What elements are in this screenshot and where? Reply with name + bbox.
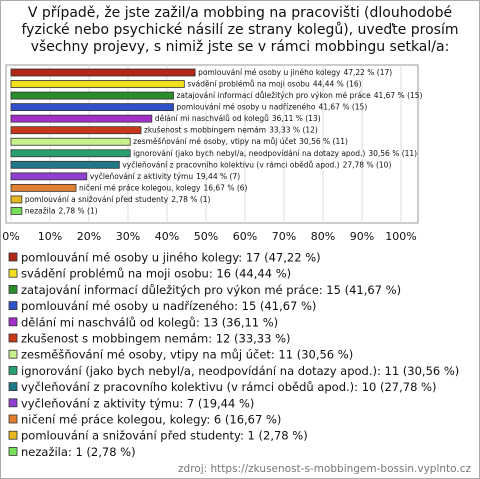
bar-value-label: 41,67 % (15): [374, 91, 423, 100]
legend-swatch: [8, 365, 18, 375]
x-tick-label: 30%: [116, 230, 140, 243]
legend-swatch: [8, 252, 18, 262]
bar-category-label: ničení mé práce kolegou, kolegy: [79, 183, 201, 192]
bar: [10, 149, 131, 158]
bar-category-label: ignorování (jako bych nebyl/a, neodpovíd…: [133, 149, 365, 158]
bar-value-label: 33,33 % (12): [269, 126, 318, 135]
bar-category-label: pomlouvání mé osoby u nadřízeného: [177, 103, 316, 112]
bar-value-label: 36,11 % (13): [272, 114, 321, 123]
bar-category-label: pomlouvání a snižování před studenty: [25, 195, 169, 204]
legend-swatch: [8, 382, 18, 392]
legend-label: zatajování informací důležitých pro výko…: [21, 283, 401, 297]
bar-category-label: vyčleňování z pracovního kolektivu (v rá…: [122, 160, 339, 169]
bar-value-label: 30,56 % (11): [299, 137, 348, 146]
bar: [10, 126, 142, 135]
legend-swatch: [8, 430, 18, 440]
bar-value-label: 30,56 % (11): [368, 149, 417, 158]
legend-swatch: [8, 301, 18, 311]
bar-value-label: 2,78 % (1): [58, 206, 97, 215]
bar: [10, 207, 23, 215]
legend-swatch: [8, 333, 18, 343]
bar: [10, 68, 196, 77]
x-tick-label: 90%: [350, 230, 374, 243]
bar-category-label: pomlouvání mé osoby u jiného kolegy: [198, 68, 341, 77]
legend-swatch: [8, 414, 18, 424]
x-tick-label: 60%: [233, 230, 257, 243]
bar: [10, 91, 174, 100]
source: zdroj: https://zkusenost-s-mobbingem-bos…: [178, 463, 471, 475]
x-tick-label: 40%: [155, 230, 179, 243]
legend-label: zkušenost s mobbingem nemám: 12 (33,33 %…: [21, 332, 291, 346]
bar: [10, 80, 185, 88]
bar-category-label: dělání mi naschválů od kolegů: [155, 114, 269, 123]
legend-label: vyčleňování z aktivity týmu: 7 (19,44 %): [21, 396, 254, 410]
legend-swatch: [8, 268, 18, 278]
bar-category-label: zesměšňování mé osoby, vtipy na můj účet: [133, 137, 296, 146]
legend-label: pomlouvání mé osoby u nadřízeného: 15 (4…: [21, 299, 316, 313]
bar-value-label: 2,78 % (1): [171, 195, 210, 204]
bar-category-label: nezažila: [25, 206, 56, 215]
x-tick-label: 70%: [272, 230, 296, 243]
bar-category-label: svádění problémů na moji osobu: [187, 80, 310, 89]
bar-category-label: zatajování informací důležitých pro výko…: [177, 91, 372, 100]
bar-category-label: zkušenost s mobbingem nemám: [144, 126, 266, 135]
legend-label: ignorování (jako bych nebyl/a, neodpovíd…: [21, 364, 459, 378]
legend-label: zesměšňování mé osoby, vtipy na můj účet…: [21, 348, 353, 362]
legend-label: svádění problémů na moji osobu: 16 (44,4…: [21, 267, 291, 281]
bar-value-label: 41,67 % (15): [318, 103, 367, 112]
legend-label: dělání mi naschválů od kolegů: 13 (36,11…: [21, 315, 278, 329]
x-tick-label: 10%: [38, 230, 62, 243]
x-tick-label: 0%: [2, 230, 19, 243]
bar: [10, 160, 120, 169]
legend-swatch: [8, 284, 18, 294]
legend-swatch: [8, 317, 18, 327]
x-tick-label: 80%: [311, 230, 335, 243]
bar-value-label: 27,78 % (10): [343, 160, 392, 169]
bar: [10, 114, 153, 123]
legend-label: ničení mé práce kolegou, kolegy: 6 (16,6…: [21, 413, 281, 427]
bar: [10, 137, 131, 146]
bar-category-label: vyčleňování z aktivity týmu: [90, 172, 194, 181]
bar-value-label: 47,22 % (17): [343, 68, 392, 77]
legend-swatch: [8, 349, 18, 359]
chart-title: V případě, že jste zažil/a mobbing na pr…: [21, 5, 459, 55]
x-tick-label: 20%: [77, 230, 101, 243]
x-tick-label: 100%: [385, 230, 416, 243]
legend-label: nezažila: 1 (2,78 %): [21, 445, 136, 459]
legend-label: pomlouvání mé osoby u jiného kolegy: 17 …: [21, 251, 321, 265]
bar: [10, 172, 88, 181]
bar-value-label: 44,44 % (16): [313, 80, 362, 89]
bar-value-label: 19,44 % (7): [196, 172, 240, 181]
x-tick-label: 50%: [194, 230, 218, 243]
legend-swatch: [8, 398, 18, 408]
bar-value-label: 16,67 % (6): [203, 183, 247, 192]
legend-label: vyčleňování z pracovního kolektivu (v rá…: [21, 380, 436, 394]
legend-swatch: [8, 446, 18, 456]
legend-label: pomlouvání a snižování před studenty: 1 …: [21, 429, 308, 443]
bar: [10, 195, 23, 204]
bar: [10, 183, 77, 192]
bar: [10, 103, 174, 112]
